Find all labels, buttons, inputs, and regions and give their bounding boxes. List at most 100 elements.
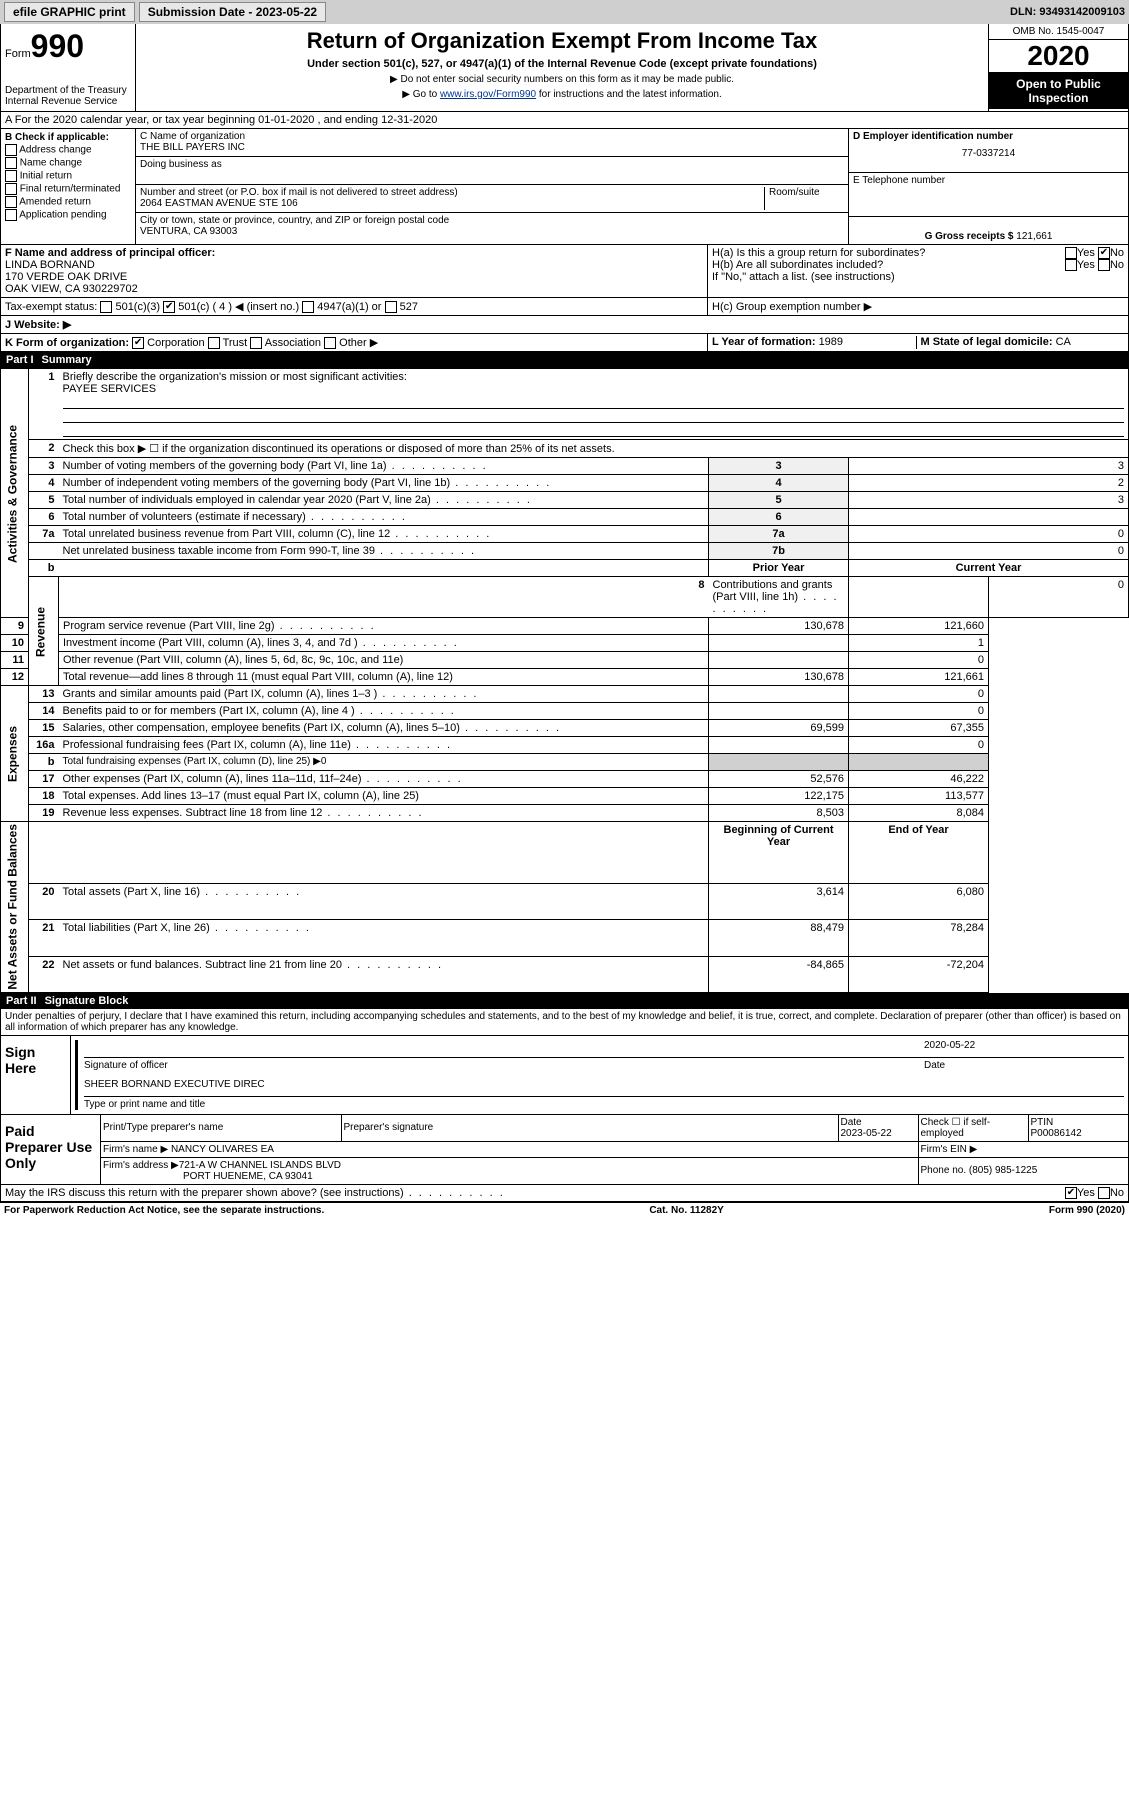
- subdate-label: Submission Date -: [148, 5, 256, 19]
- j-label: J Website: ▶: [5, 319, 71, 331]
- efile-button[interactable]: efile GRAPHIC print: [4, 2, 135, 22]
- form-word: Form: [5, 48, 31, 60]
- part1-header: Part I Summary: [0, 352, 1129, 368]
- firm-name-l: Firm's name ▶: [103, 1144, 171, 1155]
- trust-label: Trust: [223, 337, 248, 349]
- sig-of-label: Signature of officer: [84, 1060, 924, 1071]
- ein-label: D Employer identification number: [853, 131, 1124, 142]
- discuss-yes-checkbox[interactable]: ✔: [1065, 1187, 1077, 1199]
- gross-label: G Gross receipts $: [925, 231, 1017, 242]
- ein-value: 77-0337214: [853, 148, 1124, 159]
- hb-yes-checkbox[interactable]: [1065, 259, 1077, 271]
- cb-final-return[interactable]: Final return/terminated: [5, 183, 131, 195]
- ha-no-checkbox[interactable]: ✔: [1098, 247, 1110, 259]
- subdate-value: 2023-05-22: [256, 5, 317, 19]
- o4: 527: [400, 301, 418, 313]
- submission-date-button[interactable]: Submission Date - 2023-05-22: [139, 2, 326, 22]
- footer-right: Form 990 (2020): [1049, 1205, 1125, 1216]
- sign-here-block: Sign Here 2020-05-22 Signature of office…: [0, 1036, 1129, 1115]
- row-fh: F Name and address of principal officer:…: [0, 245, 1129, 298]
- hb-label: H(b) Are all subordinates included?: [712, 259, 883, 271]
- o2: 501(c) ( 4 ) ◀ (insert no.): [178, 301, 299, 313]
- discuss-row: May the IRS discuss this return with the…: [0, 1185, 1129, 1202]
- part2-header: Part II Signature Block: [0, 993, 1129, 1009]
- row-5: 5Total number of individuals employed in…: [1, 492, 1129, 509]
- city-label: City or town, state or province, country…: [140, 215, 844, 226]
- prep-check: Check ☐ if self-employed: [918, 1115, 1028, 1142]
- f-label: F Name and address of principal officer:: [5, 247, 703, 259]
- col-de: D Employer identification number 77-0337…: [848, 129, 1128, 244]
- row-4: 4Number of independent voting members of…: [1, 475, 1129, 492]
- lm-box: L Year of formation: 1989 M State of leg…: [708, 334, 1128, 351]
- q1-value: PAYEE SERVICES: [63, 383, 157, 395]
- row-b: bPrior YearCurrent Year: [1, 560, 1129, 577]
- cb-corp[interactable]: ✔: [132, 337, 144, 349]
- m-val: CA: [1056, 336, 1071, 348]
- row-a-tax-year: A For the 2020 calendar year, or tax yea…: [0, 112, 1129, 129]
- ptin-val: P00086142: [1031, 1128, 1082, 1139]
- top-bar: efile GRAPHIC print Submission Date - 20…: [0, 0, 1129, 24]
- cb-4947[interactable]: [302, 301, 314, 313]
- cb-other[interactable]: [324, 337, 336, 349]
- cb-address-change[interactable]: Address change: [5, 144, 131, 156]
- cb-501c[interactable]: ✔: [163, 301, 175, 313]
- other-label: Other ▶: [339, 337, 378, 349]
- prep-name-h: Print/Type preparer's name: [101, 1115, 341, 1142]
- cb-assoc[interactable]: [250, 337, 262, 349]
- note2-pre: ▶ Go to: [402, 89, 440, 100]
- side-ag: Activities & Governance: [1, 369, 29, 618]
- corp-label: Corporation: [147, 337, 204, 349]
- cb-label: Address change: [19, 145, 91, 156]
- form-note1: ▶ Do not enter social security numbers o…: [144, 74, 980, 85]
- sign-date: 2020-05-22: [924, 1040, 1124, 1057]
- form990-link[interactable]: www.irs.gov/Form990: [440, 89, 536, 100]
- section-bcde: B Check if applicable: Address change Na…: [0, 129, 1129, 245]
- page-footer: For Paperwork Reduction Act Notice, see …: [0, 1202, 1129, 1218]
- phone-val: (805) 985-1225: [969, 1165, 1037, 1176]
- header-mid: Return of Organization Exempt From Incom…: [136, 24, 988, 111]
- m-label: M State of legal domicile:: [921, 336, 1056, 348]
- cb-label: Initial return: [20, 171, 72, 182]
- footer-mid: Cat. No. 11282Y: [649, 1205, 723, 1216]
- no-label: No: [1110, 259, 1124, 271]
- addr-label: Number and street (or P.O. box if mail i…: [140, 187, 764, 198]
- i-label: Tax-exempt status:: [5, 301, 97, 313]
- city-box: City or town, state or province, country…: [136, 213, 848, 241]
- yes-label: Yes: [1077, 259, 1095, 271]
- part2-title: Signature Block: [45, 995, 129, 1007]
- firm-name: NANCY OLIVARES EA: [171, 1144, 274, 1155]
- cb-app-pending[interactable]: Application pending: [5, 209, 131, 221]
- cb-name-change[interactable]: Name change: [5, 157, 131, 169]
- hb-note: If "No," attach a list. (see instruction…: [712, 271, 1124, 283]
- cb-527[interactable]: [385, 301, 397, 313]
- addr-value: 2064 EASTMAN AVENUE STE 106: [140, 198, 764, 209]
- paid-body: Print/Type preparer's name Preparer's si…: [101, 1115, 1128, 1184]
- phone-l: Phone no.: [921, 1165, 969, 1176]
- row-i: Tax-exempt status: 501(c)(3) ✔ 501(c) ( …: [0, 298, 1129, 316]
- discuss-no-checkbox[interactable]: [1098, 1187, 1110, 1199]
- dln-label: DLN:: [1010, 6, 1039, 18]
- dln: DLN: 93493142009103: [1010, 6, 1125, 18]
- perjury-statement: Under penalties of perjury, I declare th…: [0, 1009, 1129, 1036]
- paid-label: Paid Preparer Use Only: [1, 1115, 101, 1184]
- row-6: 6Total number of volunteers (estimate if…: [1, 509, 1129, 526]
- hb-no-checkbox[interactable]: [1098, 259, 1110, 271]
- form-header: Form 990 Department of the Treasury Inte…: [0, 24, 1129, 112]
- org-name-value: THE BILL PAYERS INC: [140, 142, 844, 153]
- cb-initial-return[interactable]: Initial return: [5, 170, 131, 182]
- cb-label: Application pending: [19, 210, 106, 221]
- signer-name-label: Type or print name and title: [84, 1099, 1124, 1110]
- org-name-box: C Name of organization THE BILL PAYERS I…: [136, 129, 848, 157]
- o3: 4947(a)(1) or: [317, 301, 381, 313]
- ha-yes-checkbox[interactable]: [1065, 247, 1077, 259]
- cb-trust[interactable]: [208, 337, 220, 349]
- row-klm: K Form of organization: ✔ Corporation Tr…: [0, 334, 1129, 352]
- form-note2: ▶ Go to www.irs.gov/Form990 for instruct…: [144, 89, 980, 100]
- open-to-public: Open to Public Inspection: [989, 73, 1128, 109]
- header-left: Form 990 Department of the Treasury Inte…: [1, 24, 136, 111]
- q2: Check this box ▶ ☐ if the organization d…: [59, 440, 1129, 458]
- cb-501c3[interactable]: [100, 301, 112, 313]
- dln-value: 93493142009103: [1039, 6, 1125, 18]
- dba-box: Doing business as: [136, 157, 848, 185]
- cb-amended[interactable]: Amended return: [5, 196, 131, 208]
